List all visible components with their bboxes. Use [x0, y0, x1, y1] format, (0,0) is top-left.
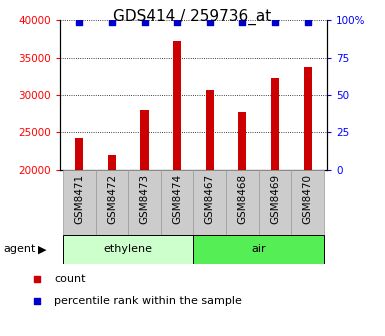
Bar: [194, 170, 226, 235]
Bar: [206, 90, 214, 170]
Text: GDS414 / 259736_at: GDS414 / 259736_at: [113, 8, 272, 25]
Text: count: count: [54, 274, 86, 284]
Bar: [173, 41, 181, 170]
Text: GSM8472: GSM8472: [107, 174, 117, 224]
Point: [239, 19, 246, 24]
Text: GSM8470: GSM8470: [303, 174, 313, 224]
Text: percentile rank within the sample: percentile rank within the sample: [54, 296, 242, 306]
Bar: [95, 170, 128, 235]
Bar: [63, 235, 194, 264]
Bar: [291, 170, 324, 235]
Bar: [108, 156, 116, 170]
Bar: [161, 170, 193, 235]
Text: GSM8473: GSM8473: [139, 174, 149, 224]
Bar: [194, 235, 324, 264]
Point: [76, 19, 82, 24]
Text: GSM8468: GSM8468: [238, 174, 248, 224]
Text: GSM8471: GSM8471: [74, 174, 84, 224]
Bar: [259, 170, 291, 235]
Point: [305, 19, 311, 24]
Point: [319, 11, 325, 17]
Text: ethylene: ethylene: [104, 245, 153, 254]
Point: [207, 19, 213, 24]
Bar: [226, 170, 259, 235]
Point: [319, 213, 325, 218]
Point: [109, 19, 115, 24]
Point: [272, 19, 278, 24]
Bar: [141, 110, 149, 170]
Bar: [304, 67, 312, 170]
Text: GSM8469: GSM8469: [270, 174, 280, 224]
Bar: [75, 138, 83, 170]
Text: agent: agent: [4, 245, 36, 254]
Bar: [271, 78, 279, 170]
Text: ▶: ▶: [38, 245, 46, 254]
Bar: [128, 170, 161, 235]
Text: air: air: [251, 245, 266, 254]
Bar: [63, 170, 95, 235]
Point: [141, 19, 147, 24]
Point: [174, 19, 180, 24]
Bar: [238, 112, 246, 170]
Text: GSM8467: GSM8467: [205, 174, 215, 224]
Text: GSM8474: GSM8474: [172, 174, 182, 224]
